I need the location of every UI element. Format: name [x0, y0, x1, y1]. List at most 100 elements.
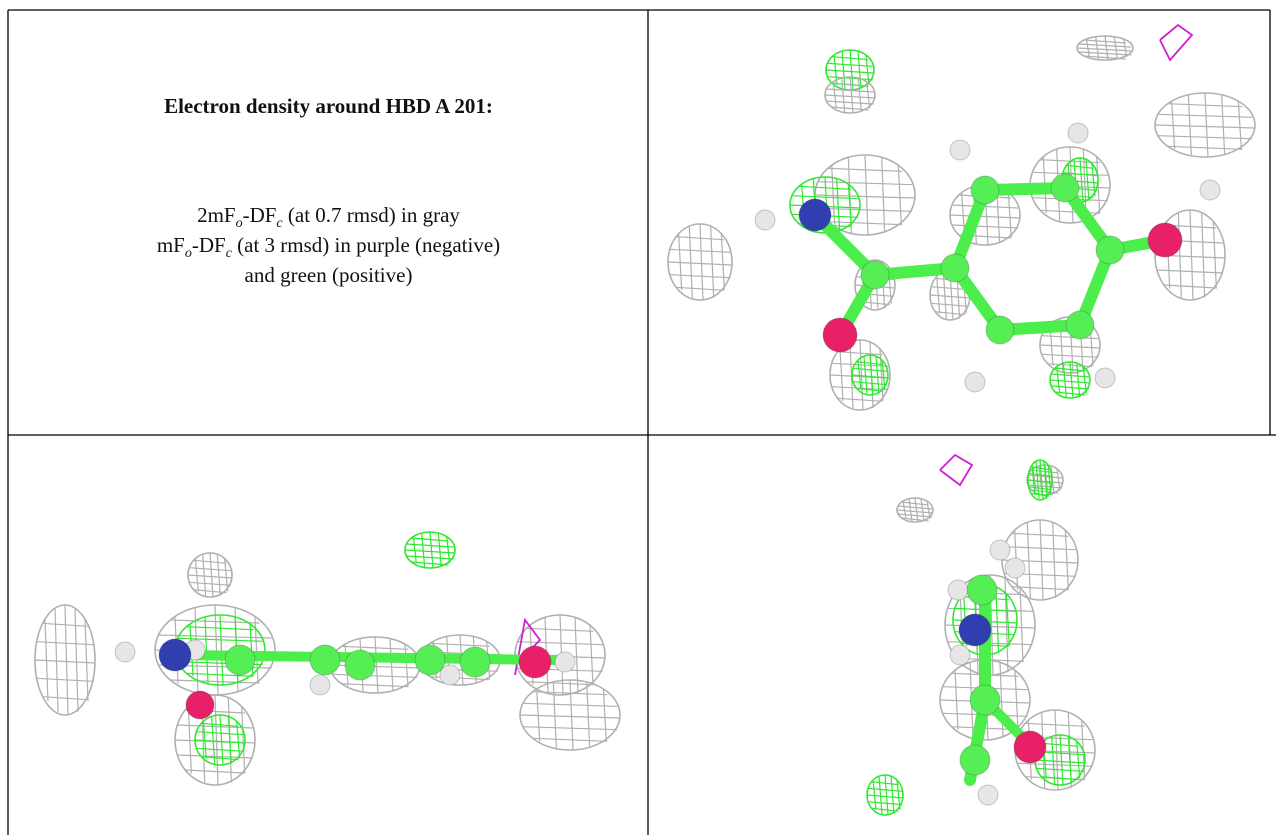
- density-mesh: [438, 533, 441, 567]
- density-mesh: [1160, 25, 1192, 60]
- hydrogen-atom: [310, 675, 330, 695]
- density-mesh: [897, 510, 933, 513]
- density-mesh: [1178, 213, 1181, 298]
- hydrogen-atom: [115, 642, 135, 662]
- density-mesh: [1157, 270, 1223, 273]
- density-mesh: [1052, 736, 1055, 783]
- density-mesh: [1050, 380, 1090, 383]
- subscript: o: [185, 246, 192, 261]
- density-mesh: [43, 697, 88, 700]
- carbon-atom: [970, 685, 1000, 715]
- density-mesh: [670, 275, 730, 278]
- carbon-atom: [1066, 311, 1094, 339]
- carbon-atom: [415, 645, 445, 675]
- density-mesh: [898, 165, 901, 225]
- density-mesh: [1213, 221, 1216, 288]
- density-mesh: [1008, 193, 1011, 238]
- density-mesh: [518, 642, 603, 645]
- density-mesh: [37, 678, 94, 681]
- legend-text: -DF: [192, 233, 226, 257]
- legend-text: 2mF: [197, 203, 236, 227]
- density-mesh: [1188, 95, 1191, 155]
- carbon-atom: [960, 745, 990, 775]
- density-mesh: [217, 554, 220, 595]
- carbon-atom: [225, 645, 255, 675]
- density-mesh: [931, 303, 969, 306]
- carbon-atom: [460, 647, 490, 677]
- density-mesh: [867, 795, 903, 798]
- carbon-atom: [861, 261, 889, 289]
- density-mesh: [826, 70, 874, 73]
- density-mesh: [422, 533, 425, 567]
- density-mesh: [533, 738, 608, 741]
- density-mesh: [1168, 146, 1243, 149]
- hydrogen-atom: [1095, 368, 1115, 388]
- density-mesh: [1063, 363, 1066, 397]
- density-mesh: [189, 568, 230, 571]
- density-mesh: [1020, 588, 1023, 663]
- density-mesh: [553, 682, 556, 748]
- oxygen-atom: [1148, 223, 1182, 257]
- density-mesh: [711, 226, 714, 298]
- legend-text: mF: [157, 233, 185, 257]
- density-mesh: [1096, 37, 1099, 60]
- density-mesh: [915, 498, 918, 522]
- density-mesh: [882, 157, 885, 232]
- hydrogen-atom: [1068, 123, 1088, 143]
- density-mesh: [220, 715, 223, 765]
- density-mesh: [189, 582, 230, 585]
- oxygen-atom: [1014, 731, 1046, 763]
- density-mesh: [390, 639, 393, 692]
- density-mesh: [210, 553, 213, 597]
- oxygen-atom: [186, 691, 214, 719]
- hydrogen-atom: [950, 140, 970, 160]
- density-mesh: [587, 682, 590, 748]
- oxygen-atom: [519, 646, 551, 678]
- density-mesh: [405, 550, 455, 553]
- density-mesh: [689, 226, 692, 298]
- density-mesh: [1035, 760, 1085, 763]
- nitrogen-atom: [959, 614, 991, 646]
- density-mesh: [203, 554, 206, 595]
- density-mesh: [575, 617, 578, 692]
- carbon-atom: [986, 316, 1014, 344]
- density-mesh: [826, 101, 873, 104]
- legend-text: -DF: [243, 203, 277, 227]
- density-mesh: [1017, 763, 1092, 766]
- hydrogen-atom: [1005, 558, 1025, 578]
- density-mesh: [1202, 213, 1205, 298]
- density-mesh: [1077, 363, 1080, 397]
- carbon-atom: [971, 176, 999, 204]
- density-mesh: [952, 225, 1018, 228]
- density-mesh: [1053, 522, 1056, 597]
- density-mesh: [185, 770, 245, 773]
- density-mesh: [838, 398, 883, 401]
- figure-title: Electron density around HBD A 201:: [9, 94, 648, 119]
- density-mesh: [37, 642, 94, 645]
- legend-text: and green (positive): [245, 263, 413, 287]
- density-mesh: [1004, 547, 1076, 550]
- density-mesh: [909, 499, 912, 522]
- legend-line: mFo-DFc (at 3 rmsd) in purple (negative): [9, 233, 648, 262]
- figure-panels: [0, 0, 1276, 835]
- density-mesh: [1164, 285, 1216, 288]
- hydrogen-atom: [555, 652, 575, 672]
- carbon-atom: [941, 254, 969, 282]
- density-mesh: [891, 776, 894, 814]
- density-mesh: [1238, 101, 1241, 149]
- density-mesh: [406, 544, 453, 547]
- density-mesh: [825, 95, 875, 98]
- hydrogen-atom: [948, 580, 968, 600]
- density-mesh: [1065, 530, 1068, 590]
- density-mesh: [898, 514, 932, 517]
- hydrogen-atom: [755, 210, 775, 230]
- density-mesh: [1077, 48, 1133, 51]
- oxygen-atom: [823, 318, 857, 352]
- hydrogen-atom: [990, 540, 1010, 560]
- carbon-atom: [1051, 174, 1079, 202]
- carbon-atom: [967, 575, 997, 605]
- density-mesh: [879, 776, 882, 814]
- density-mesh: [853, 368, 887, 371]
- density-mesh: [1042, 336, 1099, 339]
- density-mesh: [1051, 386, 1089, 389]
